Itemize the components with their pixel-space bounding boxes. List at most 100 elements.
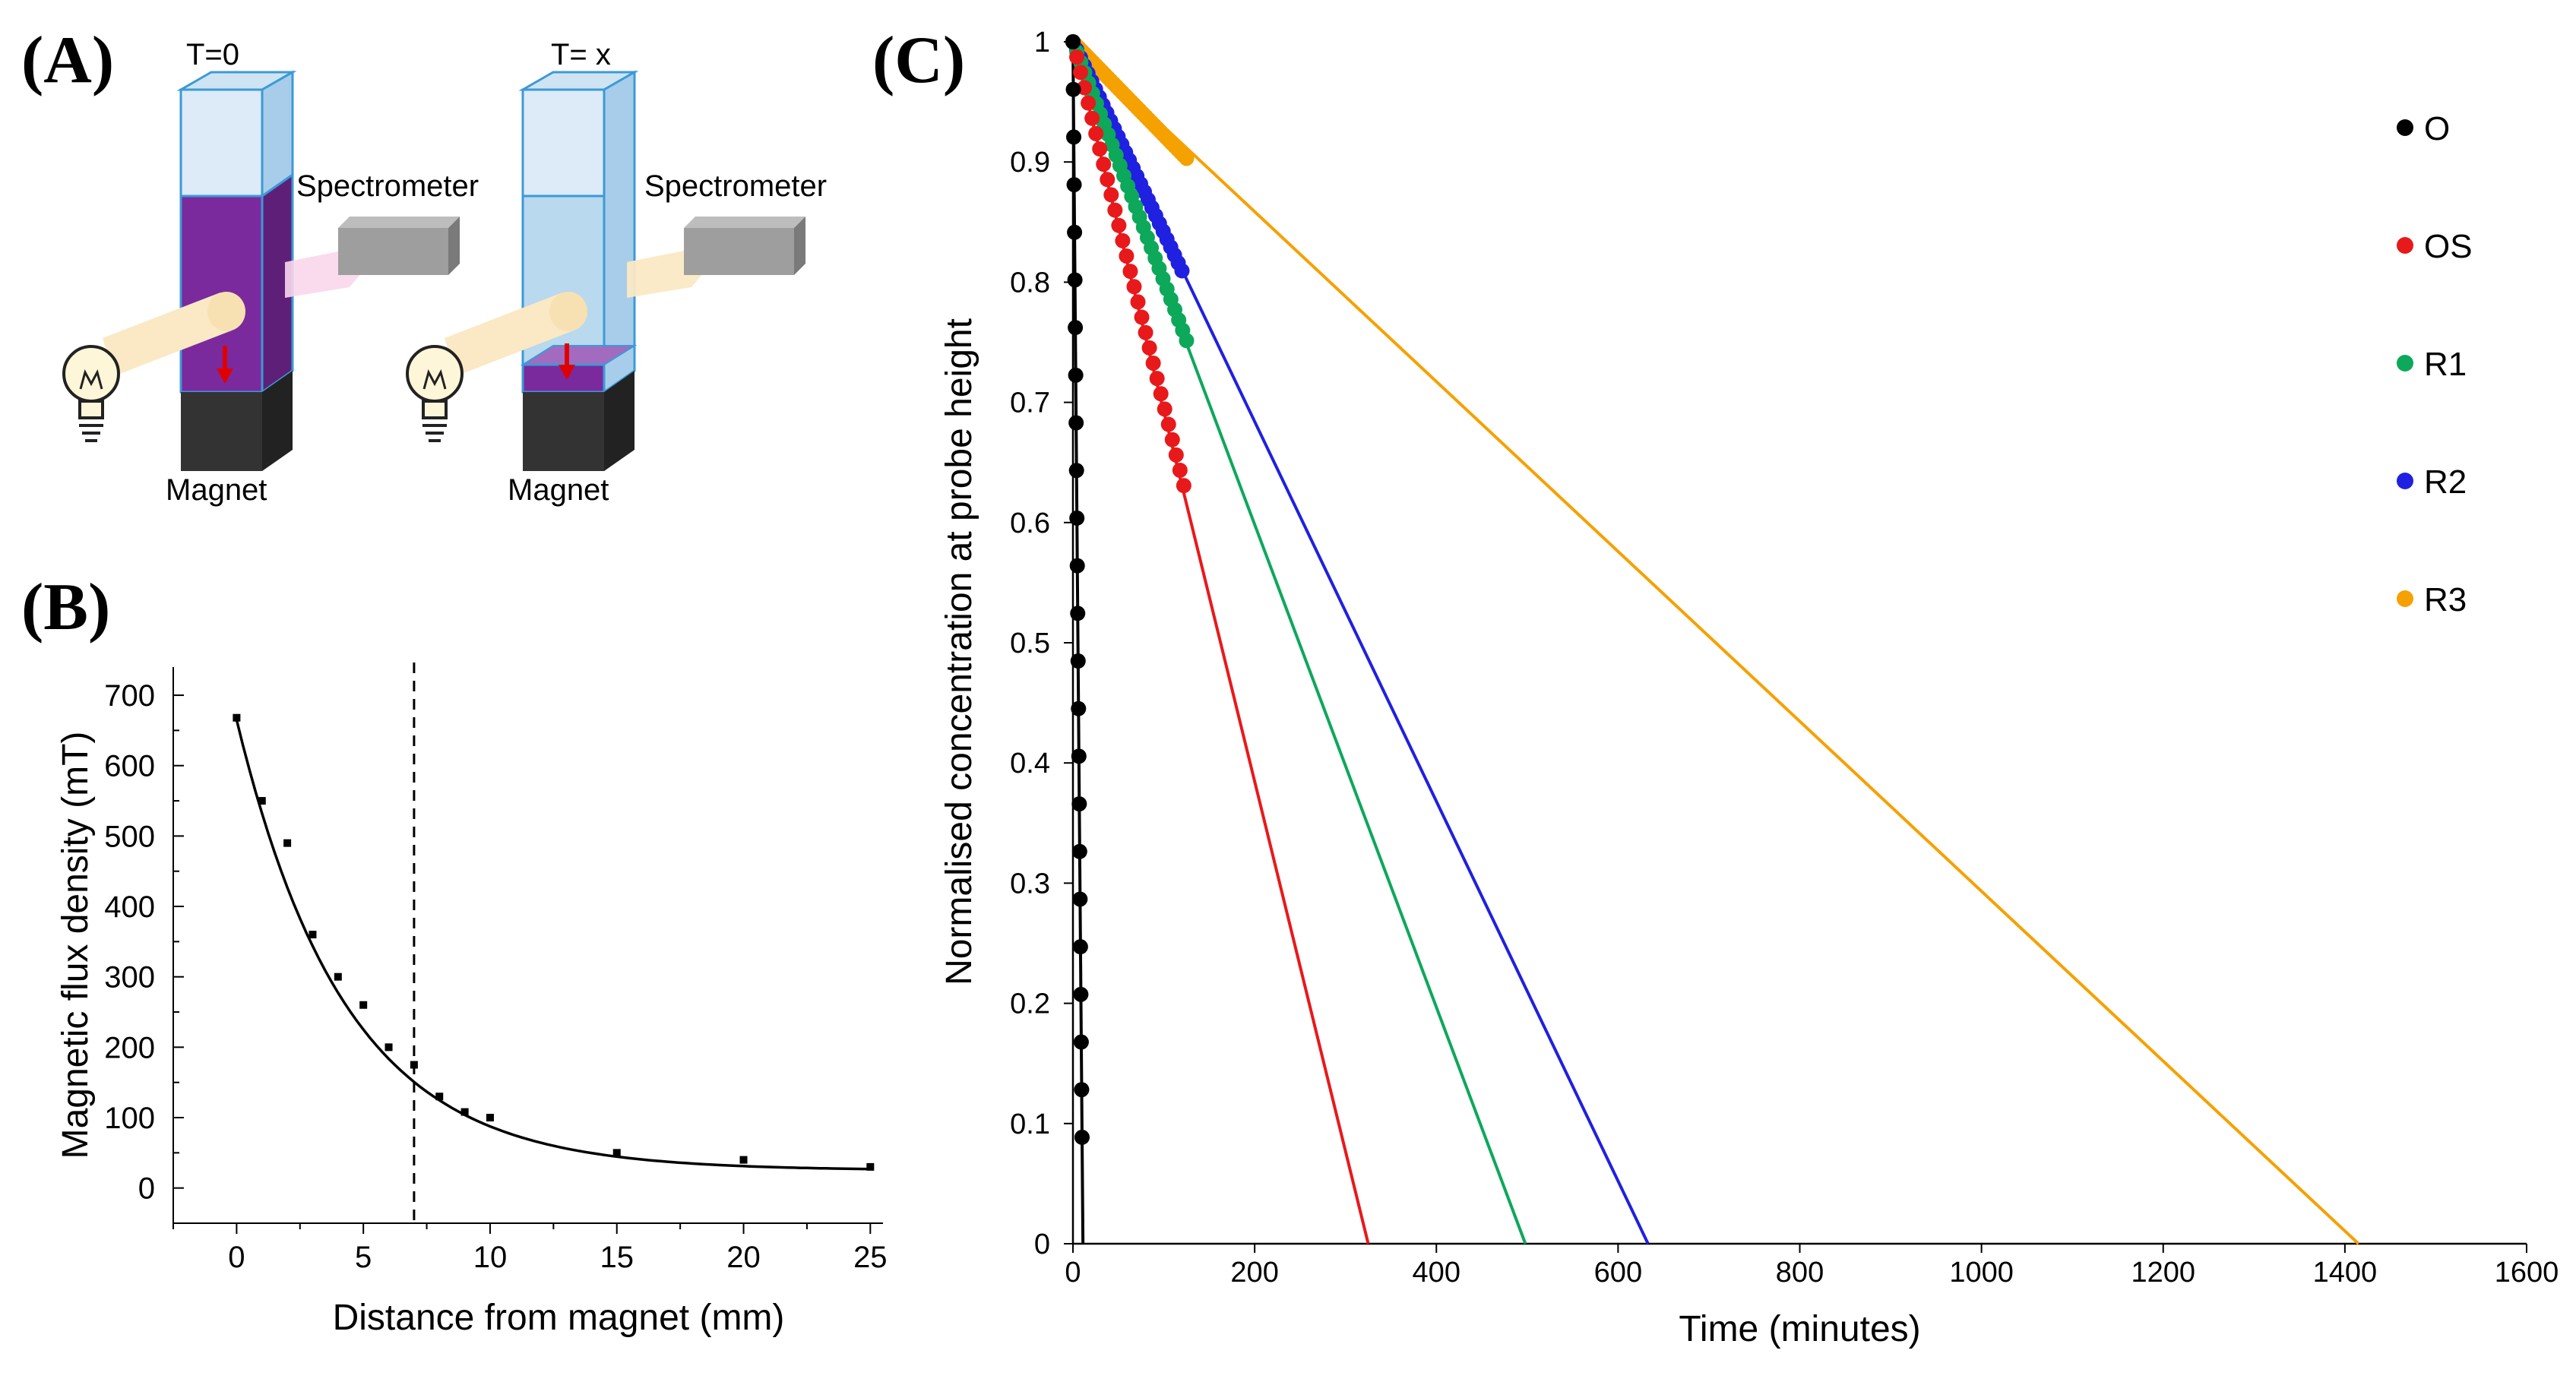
b-data-point [258,797,266,805]
b-x-tick-label: 20 [726,1241,761,1274]
c-data-point-o [1072,939,1088,955]
b-x-tick-label: 15 [600,1241,635,1274]
c-data-point-os [1126,279,1142,295]
c-y-tick-label: 0.7 [1010,387,1050,419]
b-y-tick-label: 0 [138,1172,155,1206]
c-legend-marker [2397,237,2413,254]
light-beam [445,292,587,376]
c-data-point-o [1071,796,1087,812]
b-data-point [460,1108,469,1116]
b-data-point [410,1061,418,1069]
b-x-tick-label: 25 [853,1241,888,1274]
c-legend-label: OS [2424,228,2473,265]
c-data-point-r2 [1174,263,1190,279]
b-y-tick-label: 200 [104,1031,155,1064]
c-data-point-os [1172,462,1188,478]
c-y-axis-label: Normalised concentration at probe height [939,318,979,985]
c-data-point-os [1157,401,1172,417]
panel-b-chart: (B) Distance from magnet (mm) Magnetic f… [21,571,888,1338]
c-data-point-o [1066,129,1082,145]
b-data-point [233,713,241,722]
c-y-tick-label: 0.9 [1010,147,1050,179]
c-x-tick-label: 1200 [2131,1257,2195,1289]
c-data-point-o [1071,748,1087,764]
b-y-axis-label: Magnetic flux density (mT) [55,732,96,1159]
c-x-axis-label: Time (minutes) [1679,1309,1920,1349]
c-data-point-os [1176,478,1191,494]
c-data-point-o [1071,700,1087,716]
c-data-point-os [1069,49,1085,65]
c-data-point-o [1073,986,1089,1002]
c-data-point-o [1065,34,1081,49]
c-data-point-o [1065,81,1081,97]
c-data-point-os [1111,217,1127,233]
c-y-tick-label: 0.2 [1010,988,1050,1020]
b-x-tick-label: 5 [355,1241,372,1274]
light-bulb-icon [62,345,120,442]
c-data-point-os [1096,157,1112,172]
b-data-point [309,931,317,939]
c-legend-label: R1 [2424,346,2467,383]
c-data-point-o [1067,224,1083,240]
c-legend-marker [2397,590,2413,607]
magnet-t0 [181,371,293,471]
c-x-tick-label: 1000 [1949,1257,2014,1289]
b-y-tick-label: 500 [104,820,155,853]
c-x-tick-label: 1600 [2495,1257,2559,1289]
b-x-tick-label: 10 [473,1241,508,1274]
c-data-point-os [1119,248,1135,264]
c-data-point-o [1074,1129,1090,1145]
b-data-point [435,1093,444,1101]
b-data-point [486,1114,494,1122]
c-data-point-os [1103,187,1119,203]
panel-c-label: (C) [872,24,965,97]
c-y-tick-label: 0.6 [1010,508,1050,539]
c-data-point-o [1068,367,1084,383]
c-x-tick-label: 1400 [2313,1257,2378,1289]
panel-a-label: (A) [21,24,114,97]
panel-b-label: (B) [21,571,110,644]
c-legend-marker [2397,119,2413,136]
spectrometer-label-tx: Spectrometer [644,169,827,203]
c-data-point-o [1066,177,1082,193]
c-y-tick-label: 0.5 [1010,628,1050,659]
c-y-tick-label: 0.1 [1010,1108,1050,1140]
c-legend-label: R3 [2424,581,2467,618]
c-legend-label: O [2424,110,2450,147]
c-x-tick-label: 0 [1065,1257,1081,1289]
b-y-tick-label: 300 [104,961,155,995]
c-data-point-o [1070,606,1086,621]
c-data-point-o [1067,272,1083,288]
c-data-point-os [1092,141,1108,157]
c-data-point-o [1068,320,1084,336]
light-bulb-icon [406,345,464,442]
b-fit-curve [235,719,871,1171]
c-legend-marker [2397,355,2413,372]
c-data-point-os [1081,95,1097,111]
c-data-point-os [1134,309,1150,325]
b-data-point [359,1001,368,1009]
b-data-point [612,1149,621,1157]
cuvette-t0 [176,70,297,394]
b-y-tick-label: 700 [104,679,155,713]
down-arrow-icon [559,343,575,380]
b-data-point [283,839,292,847]
c-data-point-os [1160,416,1176,432]
c-plot-area: 0 200 400 600 800 1000 1200 1400 1600 0 0.1 0.2 0.3 0… [1010,27,2559,1289]
c-y-tick-label: 1 [1034,27,1050,59]
b-y-tick-label: 600 [104,750,155,783]
b-data-point [334,972,342,981]
c-y-tick-label: 0 [1034,1229,1050,1260]
c-x-tick-label: 800 [1776,1257,1824,1289]
magnet-tx [523,371,635,471]
c-data-point-os [1149,371,1165,387]
c-data-point-o [1074,1082,1090,1098]
c-y-tick-label: 0.4 [1010,748,1050,780]
c-data-point-os [1088,125,1104,141]
cuvette-tx [518,70,639,394]
magnet-label-tx: Magnet [508,473,609,507]
t0-label: T=0 [186,38,239,71]
c-data-point-o [1073,1034,1089,1050]
c-data-point-o [1071,843,1087,859]
c-x-tick-label: 200 [1230,1257,1278,1289]
